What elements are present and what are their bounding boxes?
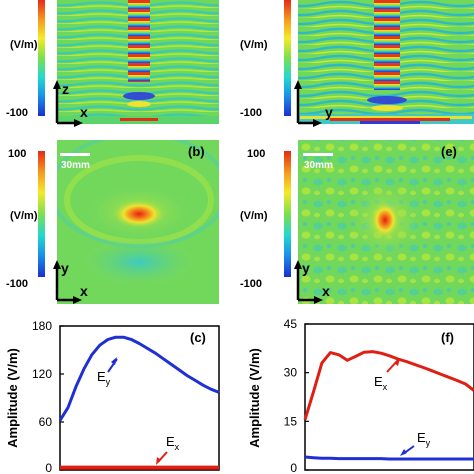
series-line-ey [58,335,220,422]
y-tick-label: 120 [32,367,52,381]
y-axis-label-c: Amplitude (V/m) [5,348,20,448]
field-map-e [298,140,474,304]
colorbar-b-unit: (V/m) [10,210,38,222]
field-map-d [298,0,474,124]
axes-d: y [294,80,333,127]
panel-tag-c: (c) [190,330,206,345]
colorbar-b-max: 100 [8,148,26,160]
y-tick-label: 15 [284,414,298,428]
panel-a: (V/m) -100 z x [6,0,219,127]
chart-f: Amplitude (V/m) (f) 0 15 30 45 Ex Ey [247,317,474,474]
scale-bar-b [60,153,90,156]
axis-label-x-e: x [322,283,330,299]
y-tick-label: 60 [39,415,53,429]
plot-frame-c [59,325,220,471]
legend-label-ey-f: Ey [417,430,431,448]
y-tick-label: 0 [45,461,52,474]
series-line-ey [304,455,474,461]
colorbar-a-min: -100 [6,107,28,119]
focal-spot-e [371,202,399,238]
series-line-ex [303,350,474,421]
scale-bar-b-label: 30mm [61,160,90,171]
axis-label-z-a: z [62,81,69,97]
colorbar-b-min: -100 [6,278,28,290]
legend-label-ex-c: Ex [166,434,180,452]
colorbar-e-min: -100 [240,278,262,290]
colorbar-a [38,0,45,116]
beam-d [374,0,400,90]
y-axis-label-f: Amplitude (V/m) [247,348,262,448]
plot-frame-f [304,323,474,471]
panel-b: 100 (V/m) -100 30mm (b) y x [6,140,219,304]
axis-label-y-d: y [325,104,333,120]
focal-spot-b [113,200,165,228]
axis-label-x-b: x [80,283,88,299]
axes-a: z x [53,80,88,127]
colorbar-d-unit: (V/m) [240,39,268,51]
scale-bar-e-label: 30mm [304,160,333,171]
colorbar-e-unit: (V/m) [240,210,268,222]
axis-label-y-e: y [302,260,310,276]
colorbar-a-unit: (V/m) [10,39,38,51]
colorbar-d [284,0,291,116]
colorbar-e-max: 100 [247,148,265,160]
scale-bar-e [303,153,333,156]
y-tick-label: 180 [32,319,52,333]
axis-label-y-b: y [61,260,69,276]
axis-label-x-a: x [80,104,88,120]
panel-tag-b: (b) [188,144,205,159]
axes-b: y x [53,260,88,304]
panel-tag-f: (f) [441,330,454,345]
panel-e: 100 (V/m) -100 30mm (e) y x [240,140,474,304]
beam-a [128,0,150,82]
panel-d: (V/m) -100 y [240,0,474,127]
colorbar-d-min: -100 [240,107,262,119]
colorbar-e [284,151,291,277]
colorbar-b [38,151,45,277]
legend-label-ex-f: Ex [374,374,388,392]
axes-e: y x [294,260,330,304]
y-tick-label: 45 [284,317,298,331]
field-map-b [57,140,219,304]
panel-tag-e: (e) [441,144,457,159]
field-map-a [57,0,219,124]
y-tick-label: 0 [290,461,297,474]
y-tick-label: 30 [284,366,298,380]
